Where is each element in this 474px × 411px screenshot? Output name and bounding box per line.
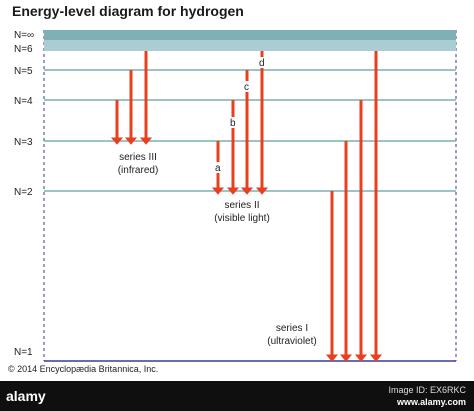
copyright-notice: © 2014 Encyclopædia Britannica, Inc. <box>8 364 159 374</box>
line-letter-b: b <box>230 118 236 129</box>
stock-watermark-bar: alamy Image ID: EX6RKC www.alamy.com <box>0 381 474 411</box>
arrowhead <box>339 354 353 362</box>
arrowhead <box>211 187 225 195</box>
stock-info: Image ID: EX6RKC www.alamy.com <box>388 384 466 408</box>
level-label-6: N=6 <box>14 44 33 55</box>
arrowhead <box>124 137 138 145</box>
continuum-top <box>44 30 456 40</box>
series-i-sublabel: (ultraviolet) <box>267 336 316 347</box>
level-label-4: N=4 <box>14 96 33 107</box>
line-letter-d: d <box>259 58 265 69</box>
arrowhead <box>354 354 368 362</box>
arrowhead <box>325 354 339 362</box>
level-label-2: N=2 <box>14 187 33 198</box>
stock-image-id: Image ID: EX6RKC <box>388 385 466 395</box>
level-label-3: N=3 <box>14 137 33 148</box>
series-iii-label: series III <box>119 152 157 163</box>
level-label-5: N=5 <box>14 66 33 77</box>
arrowhead <box>226 187 240 195</box>
energy-level-diagram: N=∞ N=6 N=5 N=4 N=3 N=2 N=1 <box>14 30 457 362</box>
line-letter-c: c <box>244 82 249 93</box>
series-labels: series III (infrared) series II (visible… <box>118 152 317 347</box>
series-ii-label: series II <box>224 200 259 211</box>
arrowhead <box>139 137 153 145</box>
arrowhead <box>255 187 269 195</box>
stock-logo: alamy <box>6 388 46 404</box>
arrowhead <box>369 354 383 362</box>
series-i-transitions <box>325 51 383 362</box>
diagram-title: Energy-level diagram for hydrogen <box>12 3 244 19</box>
stock-url: www.alamy.com <box>396 397 466 407</box>
diagram-border <box>43 30 457 362</box>
series-i-label: series I <box>276 323 308 334</box>
level-labels: N=∞ N=6 N=5 N=4 N=3 N=2 N=1 <box>14 30 34 358</box>
line-letters: a b c d <box>214 57 267 174</box>
series-ii-sublabel: (visible light) <box>214 213 270 224</box>
arrowhead <box>110 137 124 145</box>
arrowhead <box>240 187 254 195</box>
level-label-1: N=1 <box>14 347 33 358</box>
line-letter-a: a <box>215 163 221 174</box>
series-iii-sublabel: (infrared) <box>118 165 159 176</box>
level-label-inf: N=∞ <box>14 30 34 41</box>
series-iii-transitions <box>110 51 153 145</box>
